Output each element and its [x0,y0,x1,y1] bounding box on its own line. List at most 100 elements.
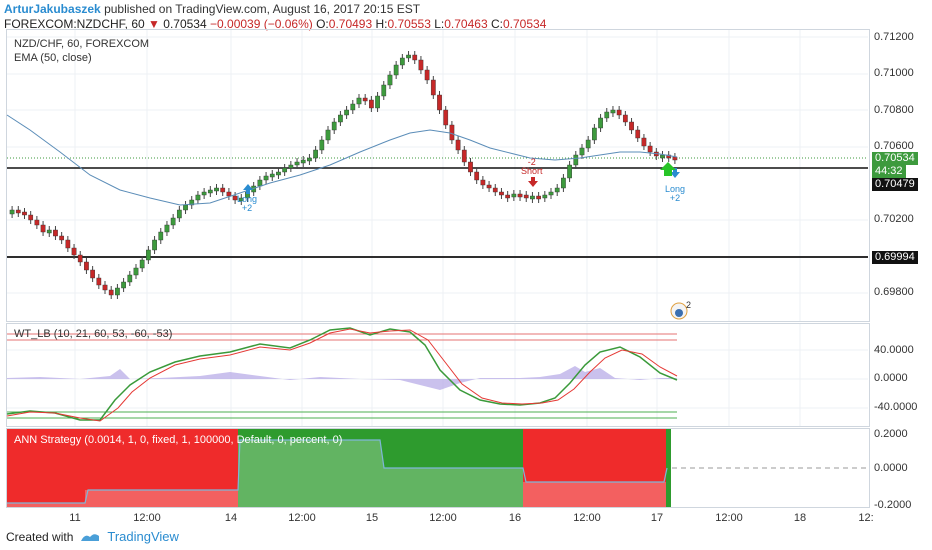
candle [369,99,374,109]
y-tick: 0.70600 [874,140,914,152]
candle [127,274,133,283]
long-signal-label: Long +2 [237,194,258,213]
candle [152,239,157,251]
candle [418,59,424,71]
candle [362,97,368,102]
candle [350,103,356,111]
candle [121,281,126,289]
ann-strategy-panel[interactable] [6,428,870,508]
candle [622,114,628,123]
symbol-label[interactable]: FOREXCOM:NZDCHF, 60 [4,17,145,31]
price-change: −0.00039 (−0.06%) [210,17,313,31]
high-value: 0.70553 [387,17,431,31]
candle [647,145,653,153]
candle [59,235,65,241]
last-price-tag: 0.70534 [872,152,918,165]
candle [492,187,498,193]
candle [499,191,504,196]
candle [207,189,213,194]
wt-y-tick: -40.0000 [874,401,918,413]
candle [592,127,597,141]
candle [282,167,288,173]
candle [430,79,436,96]
wt-legend[interactable]: WT_LB (10, 21, 60, 53, -60, -53) [14,328,173,340]
y-tick: 0.70200 [874,213,914,225]
time-tick: 18 [793,512,807,524]
ema-legend[interactable]: EMA (50, close) [14,52,92,64]
tradingview-link[interactable]: TradingView [107,529,179,544]
candle [523,194,529,199]
candle [480,179,486,186]
candle [585,139,591,149]
candle [548,191,554,196]
candle [629,121,634,131]
short-signal-label: -2 Short [521,157,543,176]
candle [412,54,418,61]
price-chart-panel[interactable] [6,29,870,322]
candle [474,171,480,181]
candle [399,57,405,66]
candle [294,161,300,166]
candle [331,121,337,131]
time-tick: 14 [224,512,238,524]
candle [313,149,318,159]
candle [201,191,207,196]
wavetrend-panel[interactable] [6,323,870,427]
time-tick: 17 [650,512,664,524]
y-tick: 0.70800 [874,104,914,116]
y-tick: 0.71000 [874,67,914,79]
candle [53,229,58,237]
candle [220,187,226,193]
candle [307,157,312,162]
candle [511,193,517,198]
level-tag-2: 0.69994 [872,251,918,264]
candle [530,195,535,200]
candle [226,191,232,197]
time-tick: 12:00 [133,512,161,524]
candle [461,149,467,163]
candle [561,177,566,189]
candle [46,229,52,234]
candle [102,284,108,291]
candle [96,277,102,286]
y-tick: 0.69800 [874,286,914,298]
notification-count: 2 [686,300,692,310]
candle [77,254,83,263]
candle [604,111,610,119]
time-tick: 12:00 [288,512,316,524]
candle [133,267,139,276]
candle [34,219,40,226]
open-value: 0.70493 [328,17,373,31]
time-tick: 12:00 [573,512,601,524]
tradingview-logo-icon [81,533,100,541]
candle [666,154,672,159]
candle [338,114,343,123]
candle [108,289,114,296]
ann-legend[interactable]: ANN Strategy (0.0014, 1, 0, fixed, 1, 10… [14,434,343,446]
candle [635,129,641,139]
candle [214,187,219,192]
y-tick: 0.71200 [874,31,914,43]
down-arrow-icon: ▼ [148,17,160,31]
time-tick: 12:00 [715,512,743,524]
candle [139,259,145,269]
candle [65,239,71,249]
main-panel-title: NZD/CHF, 60, FOREXCOM [14,38,150,50]
candle [269,173,275,178]
candle [176,209,182,219]
candle [579,147,585,156]
candle [232,195,238,201]
candle [40,224,46,233]
candle [455,139,461,151]
candle [356,97,362,105]
time-tick: 11 [69,512,81,524]
candle [517,193,523,198]
candle [263,175,269,181]
candle [536,195,541,200]
candle [257,179,263,187]
author-link[interactable]: ArturJakubaszek [4,2,101,16]
candle [183,204,188,211]
candle [238,197,244,202]
candle [164,224,170,233]
